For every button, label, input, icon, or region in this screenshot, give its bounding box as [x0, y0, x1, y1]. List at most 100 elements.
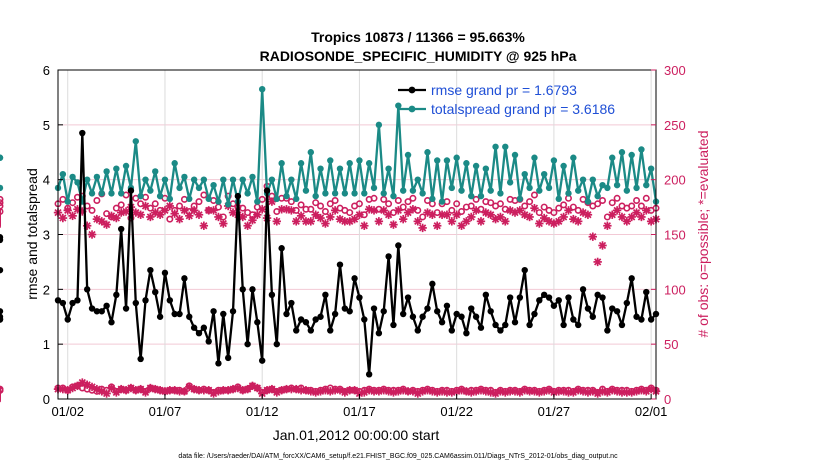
- data-point: [570, 316, 577, 323]
- y-left-tick-label: 5: [43, 118, 50, 133]
- series-0: [0, 129, 660, 378]
- obs-evaluated-marker: [330, 206, 340, 215]
- data-point: [346, 160, 353, 167]
- obs-possible-marker: [521, 202, 529, 210]
- data-point: [438, 319, 446, 326]
- data-point: [575, 187, 582, 194]
- data-point: [604, 184, 611, 192]
- data-point: [312, 316, 319, 323]
- data-point: [152, 288, 159, 296]
- data-point: [307, 327, 315, 334]
- data-point: [531, 310, 538, 318]
- legend: rmse grand pr = 1.6793 totalspread grand …: [398, 82, 615, 117]
- data-point: [419, 190, 426, 197]
- data-point: [414, 176, 421, 183]
- data-point: [278, 245, 285, 252]
- obs-possible-marker: [472, 195, 480, 203]
- data-point: [205, 195, 212, 203]
- obs-evaluated-marker: [413, 217, 422, 226]
- data-point: [254, 198, 261, 205]
- data-point: [234, 192, 242, 200]
- legend-swatch-marker: [408, 105, 416, 113]
- data-point: [443, 157, 451, 164]
- data-point: [283, 192, 290, 200]
- data-point: [550, 157, 558, 164]
- obs-possible-marker: [409, 194, 417, 202]
- data-point: [565, 190, 572, 197]
- data-point: [589, 176, 596, 183]
- data-point: [244, 190, 251, 197]
- obs-evaluated-marker: [428, 210, 437, 219]
- x-tick-label: 01/07: [149, 404, 182, 419]
- data-point: [647, 165, 655, 172]
- obs-evaluated-marker: [296, 211, 306, 221]
- obs-possible-marker: [608, 199, 616, 207]
- data-point: [200, 176, 208, 183]
- obs-possible-marker: [117, 201, 125, 209]
- data-point: [351, 275, 358, 282]
- obs-possible-marker: [0, 386, 4, 394]
- data-point: [477, 192, 485, 200]
- data-point: [156, 192, 164, 200]
- data-point: [336, 261, 344, 268]
- data-point: [351, 190, 358, 197]
- data-point: [434, 157, 441, 164]
- y-right-tick-label: 200: [664, 173, 686, 188]
- obs-evaluated-marker: [316, 213, 325, 223]
- obs-evaluated-marker: [442, 210, 452, 219]
- obs-evaluated-marker: [369, 206, 379, 215]
- y-right-tick-label: 150: [664, 228, 686, 243]
- obs-evaluated-marker: [257, 205, 267, 214]
- data-point: [59, 170, 67, 178]
- data-point: [200, 324, 208, 331]
- obs-evaluated-marker: [452, 210, 461, 219]
- data-point: [0, 234, 4, 241]
- data-point: [429, 195, 436, 203]
- data-point: [390, 192, 397, 200]
- y-left-tick-label: 1: [43, 337, 50, 352]
- data-point: [560, 162, 567, 170]
- obs-evaluated-marker: [194, 210, 204, 219]
- data-point: [647, 316, 655, 323]
- data-point: [540, 170, 548, 178]
- data-point: [83, 286, 91, 293]
- data-point: [307, 149, 315, 156]
- y-right-tick-label: 50: [664, 337, 678, 352]
- data-point: [497, 327, 504, 334]
- obs-evaluated-marker: [292, 217, 301, 226]
- data-point: [599, 294, 606, 301]
- data-point: [526, 184, 533, 192]
- data-point: [526, 321, 533, 329]
- data-point: [137, 355, 144, 363]
- chart-subtitle: RADIOSONDE_SPECIFIC_HUMIDITY @ 925 hPa: [260, 48, 577, 64]
- data-point: [589, 313, 596, 320]
- obs-evaluated-marker: [219, 219, 228, 228]
- data-point: [487, 308, 494, 315]
- obs-possible-marker: [346, 209, 354, 217]
- obs-evaluated-marker: [112, 388, 121, 397]
- obs-evaluated-marker: [253, 383, 262, 393]
- data-point: [122, 305, 130, 312]
- obs-evaluated-marker: [612, 206, 622, 215]
- data-point: [472, 313, 480, 320]
- data-point: [229, 176, 237, 183]
- data-point: [409, 187, 417, 194]
- data-point: [263, 187, 271, 194]
- data-point: [506, 179, 514, 186]
- data-point: [380, 308, 387, 315]
- data-point: [312, 192, 319, 200]
- y-left-tick-label: 0: [43, 392, 50, 407]
- data-point: [156, 313, 164, 320]
- data-point: [516, 294, 524, 301]
- data-point: [103, 168, 110, 175]
- data-point: [424, 149, 431, 156]
- data-point: [502, 143, 509, 150]
- data-point: [132, 138, 139, 145]
- data-point: [638, 146, 645, 153]
- obs-evaluated-marker: [321, 219, 330, 228]
- data-point: [492, 321, 499, 329]
- data-point: [468, 305, 475, 312]
- data-point: [618, 149, 626, 156]
- obs-evaluated-marker: [73, 381, 82, 391]
